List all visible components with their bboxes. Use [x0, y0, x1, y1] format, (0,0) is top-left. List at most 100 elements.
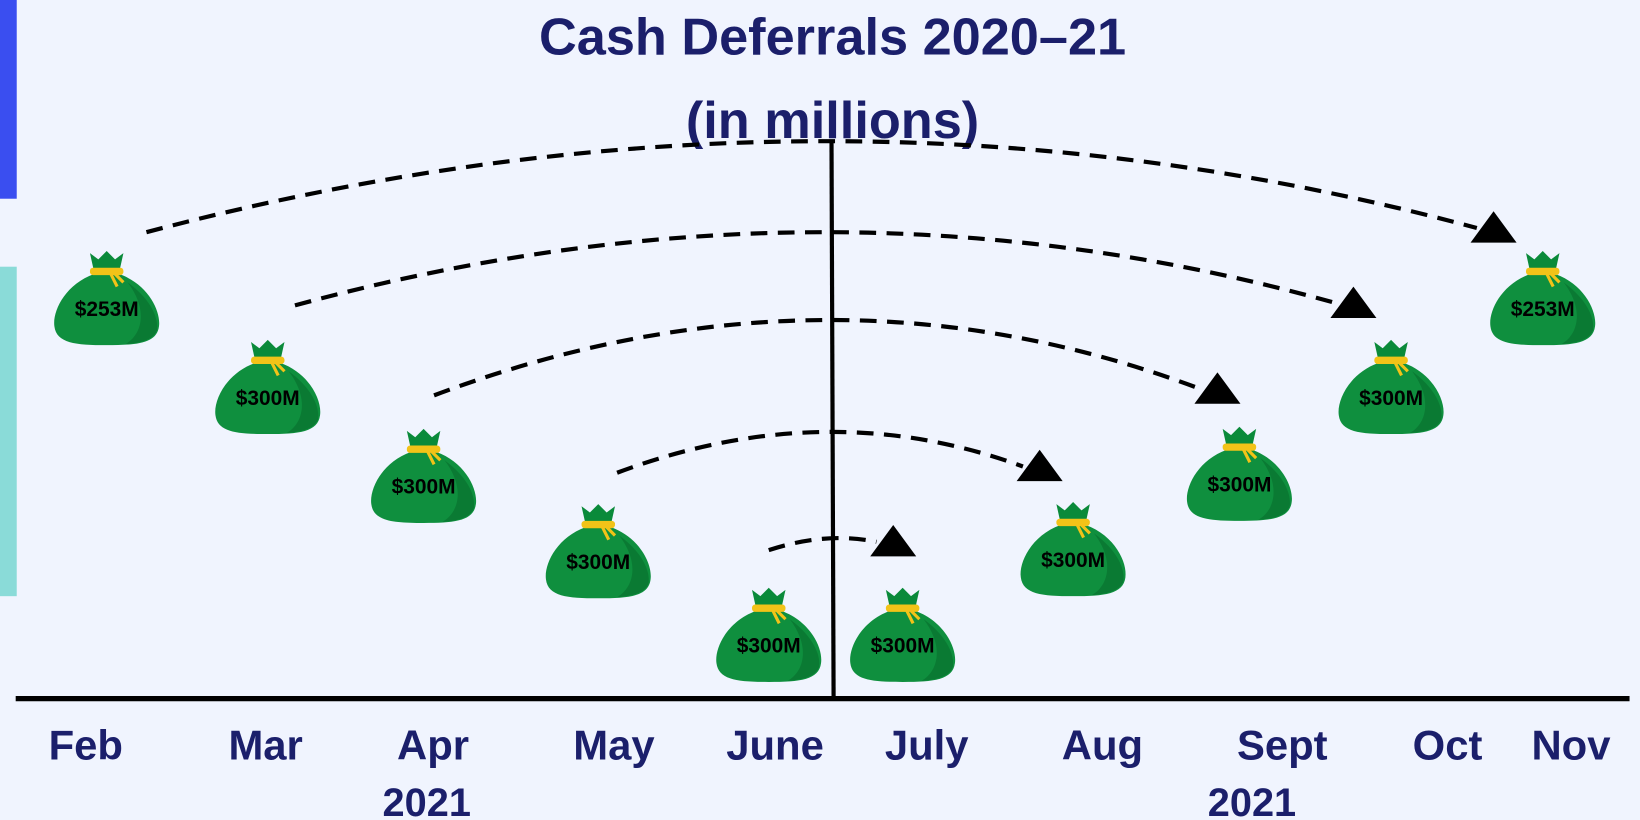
bag-body	[215, 362, 321, 435]
bag-body	[1020, 525, 1126, 597]
bag-tie-end	[1545, 272, 1561, 288]
month-label: June	[726, 721, 824, 768]
bag-neck	[89, 251, 124, 272]
bag-neck	[581, 504, 615, 526]
bag-tie-end	[1393, 361, 1409, 377]
month-label: Sept	[1237, 721, 1328, 768]
bag-tie-end	[601, 526, 617, 541]
bag-shade	[1409, 371, 1442, 434]
money-bag: $300M	[371, 428, 477, 523]
bag-label: $300M	[1041, 549, 1105, 572]
bag-neck	[251, 339, 285, 361]
divider	[829, 141, 836, 699]
bag-tie-end	[270, 361, 286, 377]
bag-body	[850, 610, 956, 682]
bag-label: $253M	[1511, 298, 1575, 321]
arc	[294, 230, 1338, 308]
arrowhead	[1194, 372, 1241, 404]
bag-tie-end	[1242, 448, 1258, 463]
bag-shade	[286, 371, 319, 434]
bag-body	[716, 610, 822, 682]
bag-shade	[125, 282, 158, 345]
money-bag: $300M	[545, 504, 651, 599]
month-label: Mar	[228, 721, 302, 768]
arrowhead	[870, 525, 917, 557]
bag-shade	[442, 460, 475, 522]
money-bag: $300M	[1186, 426, 1292, 521]
bag-tie	[1374, 356, 1408, 364]
bag-body	[1338, 362, 1444, 435]
arc	[145, 139, 1478, 235]
bag-tie-end	[905, 609, 921, 625]
bag-tie	[89, 267, 124, 276]
arc	[433, 317, 1202, 398]
bag-body	[54, 274, 160, 346]
bag-tie	[1222, 443, 1257, 451]
bag-label: $300M	[392, 476, 456, 499]
bag-body	[1490, 274, 1596, 346]
money-bag: $300M	[716, 587, 822, 682]
arrowhead	[1330, 286, 1377, 318]
money-bag: $300M	[1338, 339, 1444, 435]
bag-tie	[406, 445, 441, 453]
bag-neck	[1222, 426, 1257, 448]
money-bag: $300M	[215, 339, 321, 435]
year-label: 2021	[383, 781, 471, 820]
bag-body	[371, 451, 477, 523]
bag-tie	[752, 604, 786, 612]
bag-shade	[921, 619, 954, 681]
bag-tie	[885, 604, 920, 612]
bag-neck	[752, 587, 786, 609]
bag-label: $300M	[1359, 387, 1423, 410]
bags: $253M $300M $300M $300M $300M $300M $300M $300M…	[54, 251, 1596, 682]
bag-tie	[1056, 518, 1090, 527]
month-label: Oct	[1413, 721, 1483, 768]
bag-tie-end	[426, 450, 442, 466]
bag-shade	[1091, 533, 1124, 596]
bag-shade	[1258, 458, 1290, 520]
bag-label: $300M	[236, 387, 300, 410]
bag-label: $300M	[871, 635, 935, 658]
bag-neck	[406, 428, 441, 450]
bag-shade	[617, 535, 649, 598]
bag-shade	[787, 619, 820, 681]
money-bag: $300M	[1020, 502, 1126, 597]
arrowhead	[1016, 449, 1063, 482]
bag-body	[1186, 449, 1292, 521]
bag-label: $300M	[1207, 474, 1271, 497]
arc	[768, 535, 877, 553]
bag-tie	[251, 356, 285, 364]
month-label: May	[573, 721, 655, 768]
month-label: Aug	[1062, 721, 1143, 768]
month-label: Feb	[49, 721, 123, 768]
month-label: Apr	[397, 721, 469, 768]
bag-shade	[1561, 282, 1594, 345]
bag-neck	[885, 587, 920, 609]
bag-tie-end	[771, 609, 787, 625]
title: Cash Deferrals 2020–21	[539, 8, 1126, 66]
month-label: Nov	[1531, 721, 1611, 768]
bag-tie-end	[109, 272, 125, 288]
money-bag: $253M	[54, 251, 160, 346]
bag-body	[545, 527, 651, 599]
bag-tie-end	[1075, 523, 1091, 539]
arrowhead	[1470, 211, 1517, 243]
bag-tie	[581, 520, 615, 529]
money-bag: $253M	[1490, 251, 1596, 346]
accent-bar	[0, 0, 17, 199]
bag-label: $300M	[566, 551, 630, 574]
year-label: 2021	[1208, 781, 1296, 820]
bag-label: $253M	[75, 298, 139, 321]
bag-label: $300M	[737, 635, 801, 658]
bag-neck	[1056, 502, 1090, 523]
arc	[616, 429, 1024, 475]
money-bag: $300M	[850, 587, 956, 682]
bag-tie	[1525, 267, 1560, 276]
arcs	[145, 139, 1517, 557]
labels: Feb Mar Apr May June July Aug Sept Oct Nov 2021 202…	[49, 721, 1612, 820]
bag-neck	[1374, 339, 1408, 361]
month-label: July	[885, 721, 969, 768]
bag-neck	[1525, 251, 1560, 272]
accent-bar	[0, 266, 17, 597]
